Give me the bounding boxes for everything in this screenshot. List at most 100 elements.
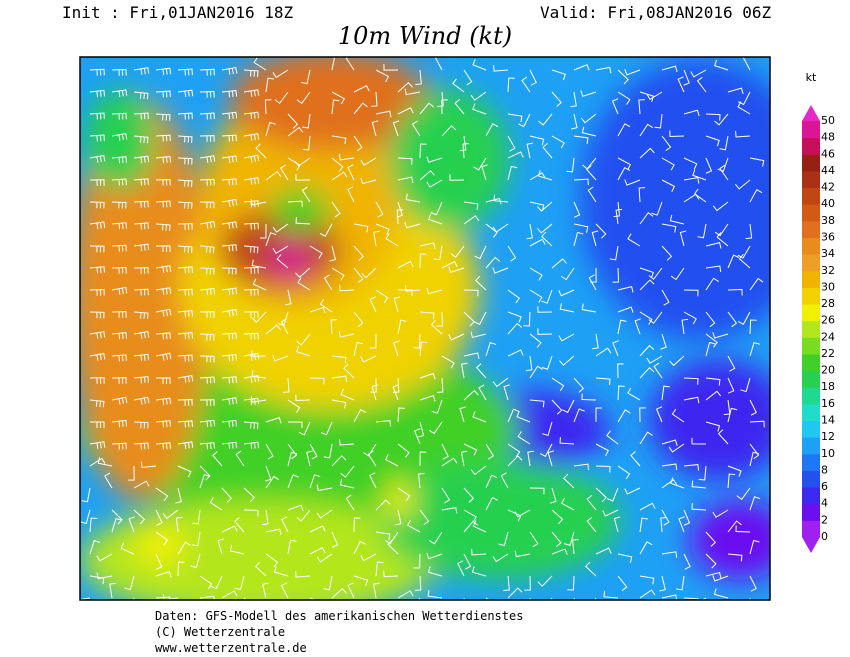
wind-barb — [199, 442, 215, 450]
wind-barb — [661, 594, 678, 600]
wind-barb — [617, 409, 631, 423]
wind-barb — [120, 542, 135, 555]
wind-barb — [481, 164, 488, 181]
wind-barb — [428, 421, 443, 435]
colorbar-label: 14 — [821, 414, 835, 427]
valid-time: Valid: Fri,08JAN2016 06Z — [540, 3, 772, 22]
wind-barb — [306, 450, 313, 467]
wind-barb — [507, 289, 521, 304]
wind-barb — [397, 107, 414, 115]
wind-barb — [558, 289, 575, 297]
wind-barb — [331, 531, 339, 548]
wind-barb — [251, 259, 267, 269]
wind-barb — [212, 451, 223, 467]
colorbar-cap — [802, 537, 820, 553]
wind-barb — [670, 477, 685, 489]
wind-barb — [518, 113, 531, 128]
wind-barb — [259, 223, 267, 239]
wind-barb — [696, 76, 707, 93]
wind-barb — [485, 474, 498, 489]
wind-barb — [541, 355, 553, 370]
wind-barb — [727, 289, 743, 296]
wind-barb — [155, 442, 171, 450]
wind-barb — [639, 517, 648, 533]
wind-barb — [397, 590, 414, 599]
wind-barb — [561, 497, 575, 511]
wind-barb — [463, 201, 479, 210]
wind-barb — [692, 169, 707, 181]
wind-barb — [660, 333, 667, 350]
wind-barb — [612, 340, 619, 357]
wind-barb — [234, 517, 245, 533]
wind-barb — [727, 465, 742, 477]
wind-barb — [397, 319, 407, 335]
wind-barb — [679, 230, 687, 247]
wind-barb — [104, 472, 113, 489]
wind-barb — [411, 120, 421, 137]
colorbar-label: 36 — [821, 230, 835, 243]
wind-barb — [294, 157, 311, 167]
wind-barb — [221, 308, 238, 317]
wind-barb — [338, 331, 355, 338]
wind-barb — [639, 279, 655, 291]
wind-barb — [661, 509, 670, 526]
wind-barb — [273, 566, 289, 577]
wind-barb — [297, 277, 311, 291]
wind-barb — [514, 550, 531, 558]
wind-barb — [375, 223, 390, 235]
wind-barb — [539, 443, 553, 458]
wind-barb — [155, 134, 171, 142]
wind-barb — [639, 91, 655, 103]
wind-barb — [669, 355, 685, 367]
wind-barb — [309, 377, 325, 385]
wind-barb — [89, 154, 106, 163]
colorbar-label: 8 — [821, 463, 828, 476]
wind-barb — [460, 450, 468, 467]
wind-barb — [573, 64, 590, 71]
wind-barb — [353, 540, 366, 555]
wind-barb — [705, 242, 722, 249]
wind-barb — [296, 345, 311, 357]
wind-barb — [243, 311, 259, 318]
wind-barb — [221, 332, 237, 340]
wind-barb — [653, 362, 663, 379]
wind-barb — [541, 231, 553, 247]
wind-barb — [111, 222, 128, 230]
wind-barb — [573, 463, 590, 471]
wind-barb — [617, 553, 633, 563]
wind-barb — [450, 245, 465, 258]
wind-barb — [459, 135, 467, 152]
wind-barb — [485, 256, 501, 269]
wind-barb — [140, 461, 157, 469]
colorbar-label: 28 — [821, 297, 835, 310]
wind-barb — [155, 332, 171, 340]
wind-barb — [250, 396, 267, 403]
wind-barb — [705, 341, 716, 357]
wind-barb — [661, 65, 678, 73]
wind-barb — [111, 419, 128, 428]
wind-barb — [331, 157, 344, 172]
wind-barb — [133, 353, 150, 362]
wind-barb — [529, 487, 545, 495]
wind-barb — [529, 238, 546, 247]
wind-barb — [639, 147, 655, 159]
wind-barb — [426, 287, 443, 295]
wind-barb — [463, 487, 475, 503]
wind-barb — [133, 112, 149, 120]
wind-barb — [234, 575, 245, 591]
colorbar-segment — [802, 503, 820, 521]
colorbar-segment — [802, 387, 820, 405]
wind-barb — [736, 487, 751, 500]
wind-barb — [397, 176, 414, 184]
wind-barb — [221, 441, 238, 450]
wind-barb — [661, 135, 672, 152]
wind-barb — [243, 111, 260, 120]
wind-barb — [221, 134, 237, 142]
wind-barb — [199, 376, 215, 384]
wind-barb — [580, 90, 597, 97]
wind-barb — [524, 575, 531, 591]
wind-barb — [529, 365, 543, 379]
wind-barb — [683, 69, 690, 86]
wind-barb — [111, 354, 127, 362]
wind-barb — [345, 57, 355, 71]
